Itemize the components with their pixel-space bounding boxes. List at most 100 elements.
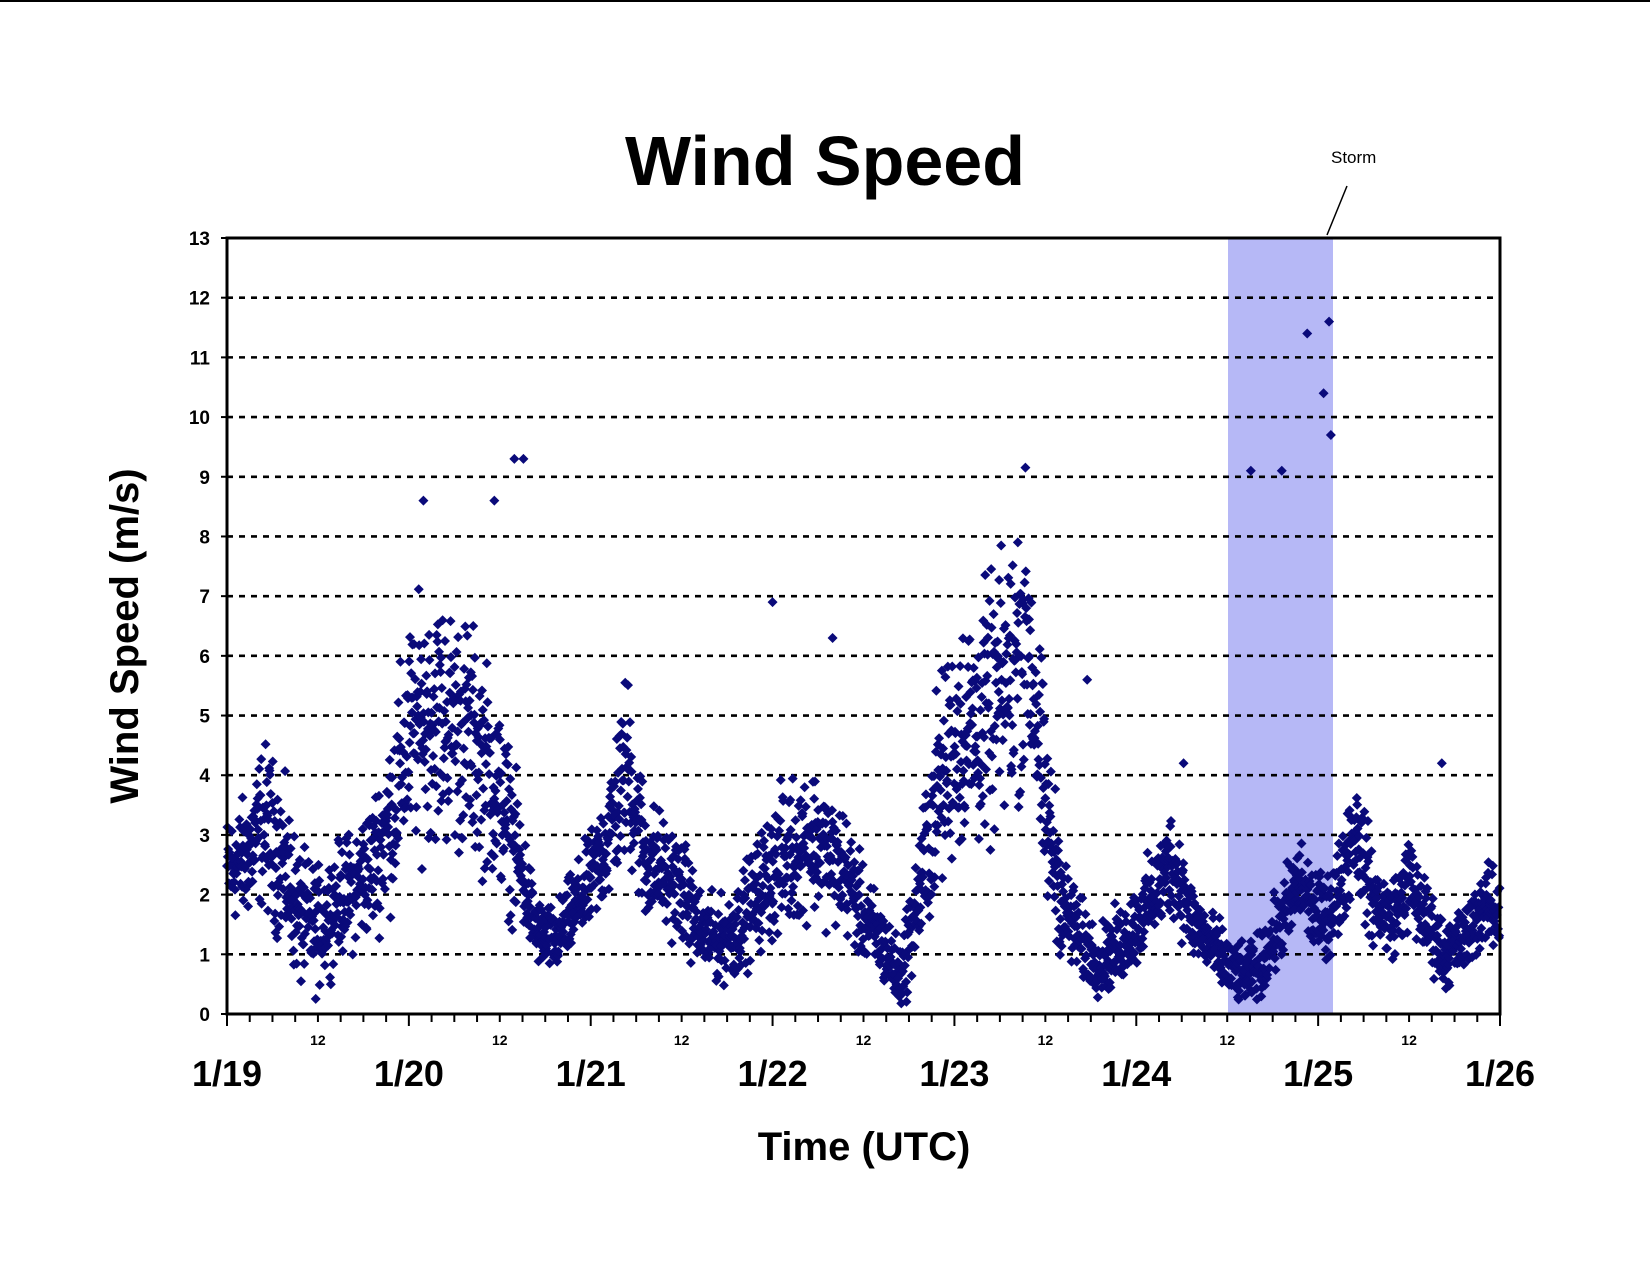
data-point bbox=[797, 808, 808, 819]
data-point bbox=[937, 873, 948, 884]
data-point bbox=[636, 799, 647, 810]
data-point bbox=[610, 776, 621, 787]
data-point bbox=[509, 453, 520, 464]
data-point bbox=[545, 902, 556, 913]
data-point bbox=[1020, 566, 1031, 577]
data-point bbox=[1013, 617, 1024, 628]
y-tick-label: 4 bbox=[199, 766, 210, 787]
data-point bbox=[974, 780, 985, 791]
data-point bbox=[416, 654, 427, 665]
data-point bbox=[931, 685, 942, 696]
data-point bbox=[673, 853, 684, 864]
data-point bbox=[384, 754, 395, 765]
data-point bbox=[314, 875, 325, 886]
data-point bbox=[1444, 980, 1455, 991]
data-point bbox=[468, 811, 479, 822]
data-point bbox=[467, 684, 478, 695]
data-point bbox=[420, 784, 431, 795]
data-point bbox=[1026, 597, 1037, 608]
y-tick-label: 6 bbox=[199, 647, 210, 668]
data-point bbox=[506, 804, 517, 815]
data-point bbox=[510, 897, 521, 908]
data-point bbox=[661, 898, 672, 909]
data-point bbox=[901, 976, 912, 987]
data-point bbox=[772, 928, 783, 939]
data-point bbox=[640, 820, 651, 831]
data-point bbox=[1372, 874, 1383, 885]
data-point bbox=[946, 853, 957, 864]
data-point bbox=[623, 776, 634, 787]
data-point bbox=[837, 890, 848, 901]
data-point bbox=[420, 744, 431, 755]
data-point bbox=[341, 837, 352, 848]
data-point bbox=[821, 927, 832, 938]
data-point bbox=[473, 767, 484, 778]
data-point bbox=[950, 749, 961, 760]
data-point bbox=[682, 911, 693, 922]
data-point bbox=[431, 781, 442, 792]
x-minor-tick-label: 12 bbox=[492, 1032, 508, 1048]
data-point bbox=[769, 910, 780, 921]
data-point bbox=[1000, 620, 1011, 631]
data-point bbox=[1375, 929, 1386, 940]
data-point bbox=[1362, 815, 1373, 826]
data-point bbox=[766, 823, 777, 834]
data-point bbox=[879, 975, 890, 986]
data-point bbox=[669, 889, 680, 900]
data-point bbox=[1035, 772, 1046, 783]
data-point bbox=[637, 776, 648, 787]
data-point bbox=[1256, 991, 1267, 1002]
data-point bbox=[981, 764, 992, 775]
data-point bbox=[482, 697, 493, 708]
data-point bbox=[975, 773, 986, 784]
data-point bbox=[477, 704, 488, 715]
data-point bbox=[979, 819, 990, 830]
data-point bbox=[1019, 577, 1030, 588]
data-point bbox=[463, 702, 474, 713]
data-point bbox=[633, 825, 644, 836]
data-point bbox=[525, 864, 536, 875]
data-point bbox=[474, 842, 485, 853]
data-point bbox=[450, 680, 461, 691]
data-point bbox=[1296, 838, 1307, 849]
data-point bbox=[786, 895, 797, 906]
data-point bbox=[238, 895, 249, 906]
data-point bbox=[501, 795, 512, 806]
data-point bbox=[401, 751, 412, 762]
data-point bbox=[591, 903, 602, 914]
data-point bbox=[1411, 861, 1422, 872]
data-point bbox=[986, 564, 997, 575]
data-point bbox=[1015, 588, 1026, 599]
data-point bbox=[453, 632, 464, 643]
data-point bbox=[478, 783, 489, 794]
data-point bbox=[958, 765, 969, 776]
data-point bbox=[1269, 887, 1280, 898]
data-point bbox=[1309, 895, 1320, 906]
data-point bbox=[932, 820, 943, 831]
data-point bbox=[641, 876, 652, 887]
data-point bbox=[435, 666, 446, 677]
x-axis-label: Time (UTC) bbox=[758, 1125, 971, 1169]
data-point bbox=[983, 698, 994, 709]
data-point bbox=[615, 785, 626, 796]
data-point bbox=[991, 734, 1002, 745]
data-point bbox=[404, 737, 415, 748]
data-point bbox=[280, 871, 291, 882]
data-point bbox=[997, 735, 1008, 746]
data-point bbox=[343, 829, 354, 840]
data-point bbox=[1315, 867, 1326, 878]
data-point bbox=[976, 691, 987, 702]
data-point bbox=[526, 878, 537, 889]
data-point bbox=[1320, 944, 1331, 955]
y-tick-label: 2 bbox=[199, 886, 210, 907]
data-point bbox=[1325, 950, 1336, 961]
data-point bbox=[687, 882, 698, 893]
data-point bbox=[1146, 874, 1157, 885]
data-point bbox=[374, 903, 385, 914]
data-point bbox=[510, 808, 521, 819]
data-point bbox=[243, 901, 254, 912]
data-point bbox=[1278, 944, 1289, 955]
data-point bbox=[1109, 898, 1120, 909]
data-point bbox=[842, 904, 853, 915]
data-point bbox=[1422, 883, 1433, 894]
